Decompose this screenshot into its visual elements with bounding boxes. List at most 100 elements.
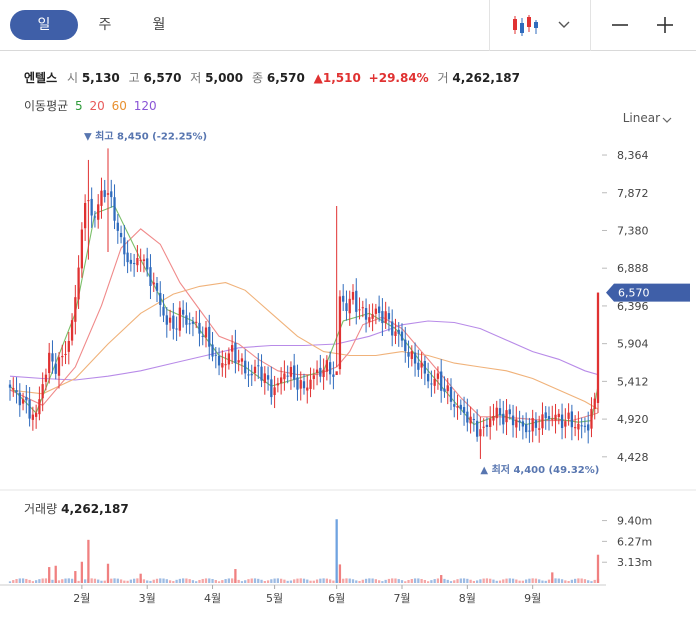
- candle-body: [371, 314, 374, 319]
- candle-body: [227, 353, 231, 365]
- candle-body: [479, 429, 482, 437]
- volume-bar: [511, 578, 515, 583]
- candlestick-icon: [513, 15, 538, 36]
- candle-body: [31, 414, 35, 420]
- candle-body: [518, 420, 521, 423]
- chart-type-selector[interactable]: [500, 8, 580, 42]
- candle-body: [391, 321, 394, 336]
- volume-bar: [44, 578, 48, 583]
- candle-body: [70, 320, 74, 341]
- ma5-legend[interactable]: 5: [75, 99, 83, 113]
- ma20-legend[interactable]: 20: [89, 99, 105, 113]
- volume-bar: [364, 578, 368, 583]
- candle-body: [61, 356, 64, 358]
- candle-body: [577, 423, 580, 430]
- candle-body: [247, 374, 250, 376]
- candle-body: [554, 414, 557, 421]
- candle-body: [368, 317, 371, 322]
- volume-bar: [230, 578, 234, 583]
- volume-bar: [544, 580, 547, 583]
- tab-weekly[interactable]: 주: [98, 17, 112, 33]
- candle-body: [466, 411, 469, 423]
- volume-bar: [266, 580, 270, 583]
- candle-body: [495, 407, 498, 419]
- candle-body: [423, 360, 427, 374]
- candle-body: [188, 323, 191, 325]
- volume-bar: [505, 578, 508, 583]
- chevron-down-icon: [662, 117, 672, 123]
- candle-body: [129, 259, 133, 264]
- volume-bar: [456, 579, 459, 583]
- candle-body: [567, 412, 570, 419]
- min-price-marker: ▲ 최저 4,400 (49.32%): [480, 463, 599, 476]
- volume-bar: [413, 578, 417, 583]
- candle-body: [580, 425, 583, 427]
- tab-daily[interactable]: 일: [10, 10, 78, 40]
- candle-body: [420, 362, 423, 368]
- candle-body: [191, 321, 195, 324]
- month-label: 2월: [73, 592, 90, 605]
- volume-bar: [472, 580, 476, 583]
- ma60-legend[interactable]: 60: [111, 99, 127, 113]
- candle-body: [185, 315, 188, 325]
- volume-bar: [204, 578, 208, 583]
- volume-bar: [250, 578, 253, 583]
- volume-bar: [132, 578, 136, 583]
- zoom-in-button[interactable]: [645, 8, 685, 42]
- volume-bar: [195, 581, 198, 583]
- zoom-out-button[interactable]: [600, 8, 640, 42]
- candle-body: [538, 428, 541, 430]
- minus-icon: [612, 24, 628, 26]
- volume-tick-label: 3.13m: [617, 556, 652, 569]
- volume-bar: [97, 579, 100, 583]
- candle-body: [155, 283, 159, 291]
- volume-bar: [587, 580, 590, 583]
- volume-header: 거래량 4,262,187: [24, 500, 129, 517]
- volume-bar: [332, 580, 335, 583]
- volume-bar: [257, 578, 260, 583]
- volume-bar: [387, 578, 391, 583]
- candle-body: [159, 292, 162, 305]
- volume-bar: [165, 579, 168, 583]
- volume-bar: [381, 581, 384, 583]
- volume-bar: [469, 579, 472, 583]
- volume-bar: [188, 579, 191, 583]
- candle-body: [211, 344, 214, 357]
- candle-body: [306, 387, 309, 391]
- volume-bar: [443, 578, 446, 583]
- volume-bar: [123, 580, 126, 583]
- candle-body: [430, 383, 433, 385]
- high-value: 6,570: [143, 71, 182, 85]
- candle-body: [221, 363, 224, 368]
- ma120-line: [9, 320, 599, 381]
- candle-body: [18, 392, 21, 406]
- candle-body: [286, 375, 289, 377]
- volume-bar: [466, 578, 469, 583]
- volume-label: 거: [437, 71, 449, 85]
- candle-body: [57, 357, 61, 376]
- volume-bar: [240, 581, 244, 583]
- volume-bar: [80, 561, 84, 583]
- chart-axes: 8,364 7,872 7,380 6,888 6,396 5,904 5,412 4,920…: [73, 149, 652, 605]
- candle-body: [355, 290, 358, 312]
- candle-body: [384, 311, 387, 324]
- volume-bar: [273, 578, 276, 583]
- volume-bar: [279, 578, 283, 583]
- max-price-marker: ▼ 최고 8,450 (-22.25%): [84, 129, 207, 142]
- volume-bar: [551, 572, 554, 583]
- volume-bar: [580, 578, 583, 583]
- candle-body: [593, 398, 596, 410]
- volume-bar: [214, 580, 217, 583]
- candle-body: [234, 342, 237, 364]
- ma120-legend[interactable]: 120: [133, 99, 157, 113]
- tab-monthly[interactable]: 월: [152, 17, 166, 33]
- scale-selector[interactable]: Linear: [622, 111, 660, 125]
- volume-bar: [338, 564, 342, 583]
- volume-bar: [119, 579, 123, 583]
- volume-bar: [524, 579, 528, 583]
- candle-body: [12, 388, 15, 390]
- candle-body: [139, 259, 142, 261]
- candle-body: [583, 425, 587, 427]
- candle-body: [309, 379, 312, 389]
